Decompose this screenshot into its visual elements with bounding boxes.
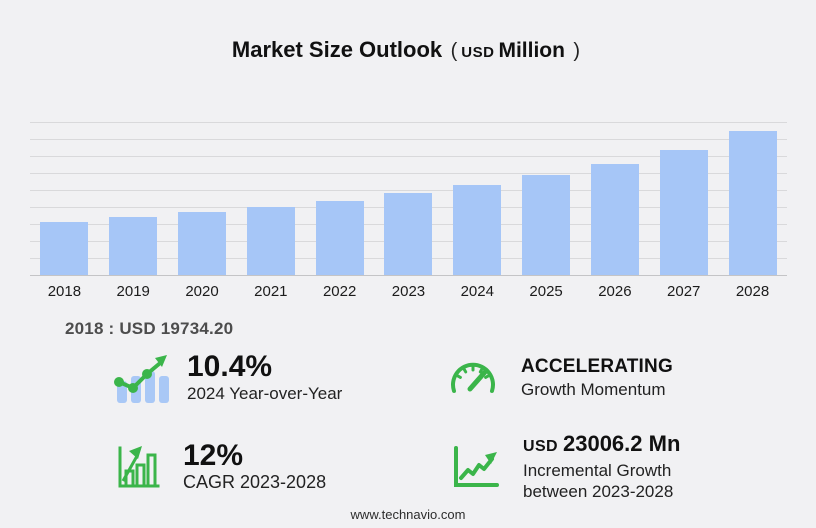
- bar-slot: [374, 121, 443, 275]
- bar-2021: [246, 206, 295, 275]
- bar-slot: [649, 121, 718, 275]
- bar-2023: [384, 193, 433, 275]
- stats-grid: 10.4% 2024 Year-over-Year ACCELERATING G…: [112, 350, 816, 502]
- incremental-amount: 23006.2 Mn: [562, 431, 681, 456]
- bar-slot: [168, 121, 237, 275]
- bar-slot: [30, 121, 99, 275]
- stat-text: 10.4% 2024 Year-over-Year: [187, 350, 342, 404]
- bar-2024: [453, 184, 502, 275]
- stat-text: ACCELERATING Growth Momentum: [521, 355, 673, 400]
- x-tick-label-2024: 2024: [460, 283, 494, 300]
- cagr-value: 12%: [183, 439, 244, 472]
- bar-slot: [512, 121, 581, 275]
- x-tick-label-2019: 2019: [116, 283, 150, 300]
- bar-slot: [443, 121, 512, 275]
- title-unit: Million: [498, 39, 565, 62]
- market-size-bar-chart: 2018 2019 2020 2021 2022 2023 2024 2025 2026 2027…: [30, 121, 787, 300]
- x-tick-label-2023: 2023: [391, 283, 426, 300]
- title-paren-open: (: [450, 40, 458, 62]
- bar-slot: [581, 121, 650, 275]
- title-paren-close: ): [573, 40, 581, 62]
- stat-text: 12% CAGR 2023-2028: [183, 439, 326, 493]
- bar-slot: [236, 121, 305, 275]
- stat-growth-momentum: ACCELERATING Growth Momentum: [447, 350, 816, 404]
- bar-growth-icon: [112, 440, 162, 492]
- x-tick-label-2027: 2027: [667, 283, 701, 300]
- bar-2020: [178, 211, 227, 275]
- momentum-label: Growth Momentum: [521, 379, 666, 399]
- stat-incremental-growth: USD 23006.2 Mn Incremental Growth between…: [447, 430, 816, 502]
- x-tick-label-2018: 2018: [47, 283, 82, 300]
- incremental-value: USD 23006.2 Mn: [523, 430, 680, 460]
- bar-2022: [315, 200, 364, 275]
- incremental-currency: USD: [523, 438, 558, 455]
- base-year-annotation: 2018 : USD 19734.20: [65, 319, 234, 338]
- stat-cagr: 12% CAGR 2023-2028: [112, 430, 447, 502]
- bar-2019: [109, 216, 158, 275]
- stat-yoy-growth: 10.4% 2024 Year-over-Year: [112, 350, 447, 404]
- incremental-label-line1: Incremental Growth: [523, 461, 672, 480]
- x-tick-label-2021: 2021: [254, 283, 288, 300]
- bar-2025: [522, 175, 571, 275]
- bar-2028: [728, 131, 777, 275]
- x-tick-label-2026: 2026: [598, 283, 632, 300]
- bar-plot: [30, 121, 787, 276]
- page-title: Market Size Outlook (USD Million ): [0, 0, 816, 67]
- title-currency: USD: [461, 44, 495, 61]
- x-axis: 2018 2019 2020 2021 2022 2023 2024 2025 2026 2027…: [30, 283, 787, 300]
- cagr-label: CAGR 2023-2028: [183, 472, 327, 492]
- bar-slot: [305, 121, 374, 275]
- footer-url: www.technavio.com: [350, 507, 466, 522]
- bar-2018: [40, 221, 89, 275]
- x-tick-label-2022: 2022: [322, 283, 357, 300]
- x-tick-label-2020: 2020: [185, 283, 219, 300]
- momentum-value: ACCELERATING: [521, 355, 673, 377]
- bar-2026: [590, 164, 639, 275]
- x-tick-label-2028: 2028: [735, 283, 770, 300]
- speedometer-icon: [447, 354, 499, 400]
- line-growth-icon: [447, 438, 503, 494]
- bar-trend-icon: [112, 350, 170, 404]
- stat-text: USD 23006.2 Mn Incremental Growth between…: [523, 430, 680, 502]
- yoy-label: 2024 Year-over-Year: [187, 384, 343, 403]
- bar-slot: [718, 121, 787, 275]
- title-main: Market Size Outlook: [231, 37, 443, 62]
- x-tick-label-2025: 2025: [529, 283, 563, 300]
- bar-slot: [99, 121, 168, 275]
- yoy-value: 10.4%: [187, 350, 273, 383]
- bar-2027: [659, 150, 708, 275]
- incremental-label-line2: between 2023-2028: [523, 482, 674, 501]
